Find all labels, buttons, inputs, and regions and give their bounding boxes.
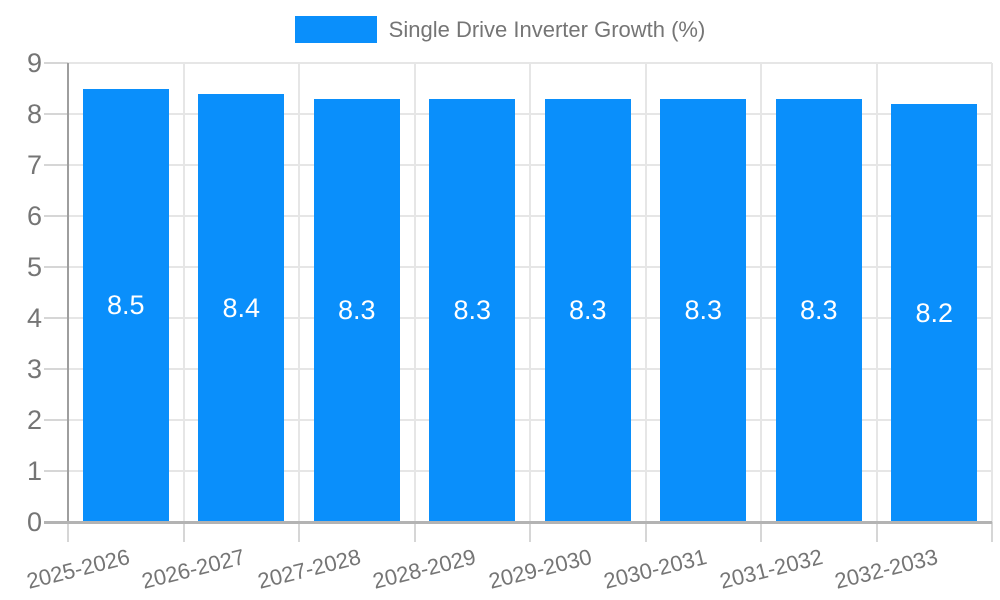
x-axis-label: 2030-2031 <box>601 544 710 594</box>
x-axis-tick <box>67 522 69 542</box>
bar-value-label: 8.2 <box>915 297 954 328</box>
x-axis-tick <box>991 522 993 542</box>
y-axis-label: 6 <box>26 201 42 231</box>
y-axis-label: 5 <box>26 252 42 282</box>
bar <box>775 98 862 522</box>
x-gridline <box>413 63 416 522</box>
bar <box>313 98 400 522</box>
x-gridline <box>298 63 300 522</box>
bar-value-label: 8.3 <box>337 295 376 326</box>
y-axis-tick <box>44 62 68 64</box>
x-axis-tick <box>760 522 762 542</box>
y-axis-tick <box>44 113 68 115</box>
x-axis-label: 2027-2028 <box>254 544 363 594</box>
y-axis-label: 0 <box>26 507 42 537</box>
x-axis-tick <box>644 522 647 542</box>
legend-swatch <box>294 16 377 43</box>
x-gridline <box>760 63 762 522</box>
x-axis-label: 2028-2029 <box>370 544 479 594</box>
bar <box>660 98 747 522</box>
y-axis-label: 3 <box>26 354 42 384</box>
y-axis-label: 1 <box>26 456 42 486</box>
bar-value-label: 8.5 <box>106 290 145 321</box>
y-axis-tick <box>44 266 68 268</box>
bar-value-label: 8.3 <box>453 295 492 326</box>
x-gridline <box>182 63 185 522</box>
bar-value-label: 8.3 <box>568 295 607 326</box>
bar-value-label: 8.3 <box>684 295 723 326</box>
x-axis-tick <box>529 522 531 542</box>
chart-legend[interactable]: Single Drive Inverter Growth (%) <box>0 16 1000 43</box>
x-gridline <box>991 63 993 522</box>
x-axis-label: 2032-2033 <box>832 544 941 594</box>
x-gridline <box>875 63 878 522</box>
bar <box>544 98 631 522</box>
legend-label: Single Drive Inverter Growth (%) <box>388 16 706 42</box>
y-axis-tick <box>44 215 68 217</box>
y-axis-tick <box>44 470 68 472</box>
x-axis-tick <box>875 522 878 542</box>
bar <box>429 98 516 522</box>
bar-value-label: 8.4 <box>222 292 261 323</box>
x-axis-tick <box>413 522 416 542</box>
bar <box>891 103 978 522</box>
y-axis-tick <box>44 419 68 421</box>
y-axis-tick <box>44 317 68 319</box>
x-axis-tick <box>182 522 185 542</box>
bar-value-label: 8.3 <box>799 295 838 326</box>
y-axis-label: 2 <box>26 405 42 435</box>
y-axis-line <box>67 63 69 522</box>
x-axis-baseline <box>44 521 992 524</box>
y-axis-label: 9 <box>26 48 42 78</box>
x-axis-label: 2029-2030 <box>485 544 594 594</box>
x-axis-label: 2031-2032 <box>716 544 825 594</box>
y-axis-label: 4 <box>26 303 42 333</box>
y-axis-label: 7 <box>26 150 42 180</box>
bar <box>198 93 285 522</box>
y-axis-label: 8 <box>26 99 42 129</box>
y-axis-tick <box>44 164 68 166</box>
x-axis-label: 2025-2026 <box>23 544 132 594</box>
x-gridline <box>644 63 647 522</box>
bar <box>82 88 169 522</box>
x-axis-tick <box>298 522 300 542</box>
y-axis-tick <box>44 368 68 370</box>
x-gridline <box>529 63 531 522</box>
x-axis-label: 2026-2027 <box>139 544 248 594</box>
